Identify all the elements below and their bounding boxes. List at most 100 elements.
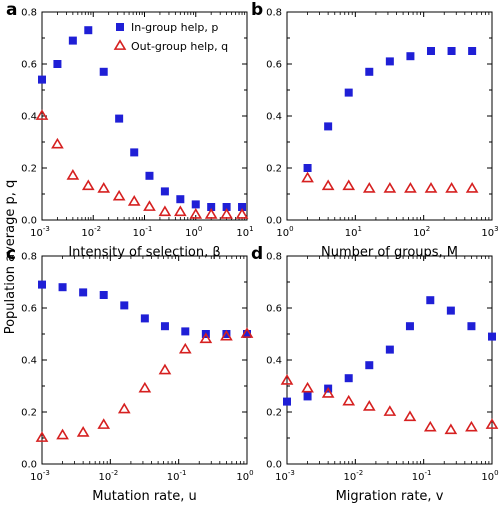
out-group-point <box>138 381 152 393</box>
in-group-point <box>207 203 216 211</box>
in-group-point <box>99 291 108 299</box>
out-group-point <box>51 137 64 149</box>
out-group-point <box>362 182 376 193</box>
in-group-point <box>130 148 139 157</box>
panel-label: b <box>251 0 263 20</box>
out-group-point <box>220 329 233 341</box>
out-group-point <box>158 205 172 217</box>
x-tick-label: 10-3 <box>275 469 295 483</box>
legend: In-group help, p Out-group help, q <box>113 21 228 53</box>
in-group-point <box>385 345 394 354</box>
in-group-point <box>365 361 374 370</box>
y-tick-label: 0.6 <box>21 304 37 315</box>
y-tick-label: 0.4 <box>21 112 37 123</box>
in-group-point <box>405 322 414 331</box>
in-group-point <box>222 203 231 211</box>
out-group-point <box>112 189 126 201</box>
legend-label: In-group help, p <box>131 21 218 34</box>
in-group-point <box>488 332 496 341</box>
in-group-point <box>53 60 62 68</box>
in-group-point <box>145 171 154 180</box>
x-tick-label: 100 <box>185 225 202 239</box>
in-group-point <box>120 301 129 310</box>
out-group-point <box>117 402 131 414</box>
series-in-group <box>38 26 247 211</box>
x-tick-label: 101 <box>345 225 362 239</box>
y-tick-label: 0.8 <box>21 252 37 263</box>
x-tick-label: 10-2 <box>98 469 118 483</box>
x-tick-label: 101 <box>236 225 253 239</box>
x-tick-label: 10-2 <box>343 469 363 483</box>
out-group-point <box>220 208 233 219</box>
legend-triangle-icon <box>113 39 127 50</box>
y-tick-label: 0.2 <box>21 408 37 419</box>
out-group-point <box>66 169 80 180</box>
in-group-point <box>84 26 93 35</box>
in-group-point <box>426 296 435 305</box>
x-tick-label: 10-3 <box>30 469 50 483</box>
in-group-point <box>468 47 477 55</box>
panel-b: 0.0 0.2 0.4 0.6 0.8 100 101 102 103 Number of gro… <box>251 0 499 260</box>
y-tick-label: 0.0 <box>21 216 37 227</box>
y-tick-label: 0.2 <box>266 164 282 175</box>
series-out-group <box>35 327 254 442</box>
panel-label: a <box>6 0 17 20</box>
out-group-point <box>81 179 95 191</box>
in-group-point <box>58 283 67 292</box>
out-group-point <box>423 420 437 432</box>
y-tick-label: 0.0 <box>266 460 282 471</box>
out-group-point <box>445 182 458 193</box>
out-group-point <box>127 195 141 206</box>
out-group-point <box>204 208 218 219</box>
y-tick-label: 0.4 <box>266 356 282 367</box>
in-group-point <box>324 122 333 131</box>
series-out-group <box>280 374 499 435</box>
out-group-point <box>280 374 294 385</box>
out-group-point <box>404 182 417 193</box>
in-group-point <box>140 314 149 323</box>
in-group-point <box>446 306 455 315</box>
out-group-point <box>301 381 314 393</box>
series-out-group <box>35 109 249 219</box>
axes-frame <box>286 255 493 465</box>
y-tick-label: 0.2 <box>21 164 37 175</box>
y-tick-label: 0.4 <box>266 112 282 123</box>
out-group-point <box>97 182 111 193</box>
out-group-point <box>235 208 249 219</box>
in-group-point <box>447 47 456 55</box>
out-group-point <box>158 363 172 375</box>
in-group-point <box>99 67 108 76</box>
y-tick-label: 0.6 <box>21 60 37 71</box>
x-tick-label: 10-1 <box>133 225 153 239</box>
in-group-point <box>303 164 312 172</box>
panel-label: d <box>251 244 263 264</box>
out-group-point <box>342 179 356 191</box>
y-tick-label: 0.8 <box>266 252 282 263</box>
series-in-group <box>38 280 251 338</box>
panel-a: 0.0 0.2 0.4 0.6 0.8 10-3 10-2 10-1 100 101 Intensi… <box>6 0 254 260</box>
out-group-point <box>383 405 397 416</box>
out-group-point <box>342 394 356 406</box>
in-group-point <box>238 203 247 211</box>
in-group-point <box>38 75 46 84</box>
x-axis-label: Mutation rate, u <box>92 489 196 504</box>
panel-d: 0.0 0.2 0.4 0.6 0.8 10-3 10-2 10-1 100 Migration … <box>251 244 499 504</box>
in-group-point <box>181 327 190 336</box>
y-tick-label: 0.2 <box>266 408 282 419</box>
series-in-group <box>303 47 477 172</box>
in-group-point <box>385 57 394 66</box>
out-group-point <box>424 182 438 193</box>
out-group-point <box>189 208 203 219</box>
shared-y-axis-label: Population average p, q <box>3 180 18 335</box>
x-tick-label: 10-1 <box>412 469 432 483</box>
legend-square-icon <box>116 23 124 31</box>
in-group-point <box>160 322 169 331</box>
in-group-point <box>344 88 353 97</box>
out-group-point <box>301 171 314 183</box>
series-in-group <box>283 296 496 406</box>
x-tick-label: 100 <box>481 469 498 483</box>
out-group-point <box>465 420 478 432</box>
x-tick-label: 102 <box>413 225 430 239</box>
out-group-point <box>35 109 49 120</box>
